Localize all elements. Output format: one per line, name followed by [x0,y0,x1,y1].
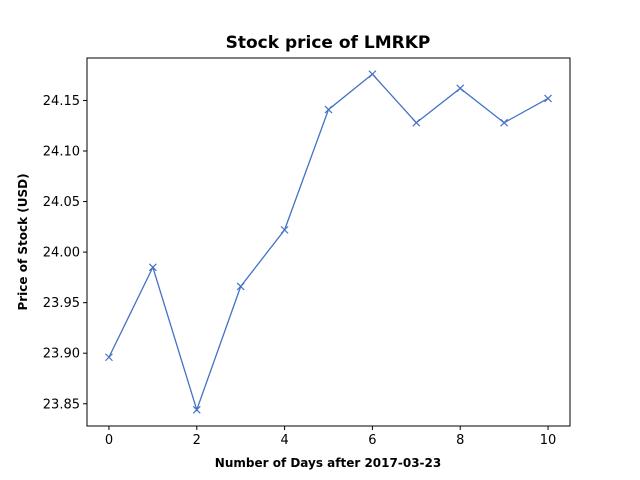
x-tick-label: 10 [540,433,557,448]
chart-title: Stock price of LMRKP [226,33,431,53]
y-tick-label: 24.00 [43,246,80,261]
y-axis: 23.85 23.90 23.95 24.00 24.05 24.10 24.15 [43,94,87,412]
y-axis-label: Price of Stock (USD) [16,173,30,310]
data-point-marker [324,105,333,114]
data-point-marker [280,225,289,234]
plot-area [86,57,571,427]
y-tick-label: 23.85 [43,397,80,412]
x-tick-label: 8 [456,433,464,448]
series-line [108,73,549,412]
x-axis-label: Number of Days after 2017-03-23 [215,456,441,470]
data-point-marker [236,282,245,291]
y-tick-label: 23.90 [43,347,80,362]
data-point-marker [500,118,509,127]
data-point-marker [412,118,421,127]
data-point-marker [368,70,377,79]
x-tick-label: 4 [280,433,288,448]
data-point-marker [544,94,552,103]
x-tick-label: 0 [105,433,113,448]
x-tick-label: 2 [193,433,201,448]
series-layer [105,70,552,414]
x-axis: 0 2 4 6 8 10 [105,426,557,448]
y-tick-label: 24.10 [43,145,80,160]
y-tick-label: 24.15 [43,94,80,109]
y-tick-label: 24.05 [43,195,80,210]
data-point-marker [105,353,113,362]
x-tick-label: 6 [368,433,376,448]
data-point-marker [192,405,201,414]
y-tick-label: 23.95 [43,296,80,311]
data-point-marker [456,84,465,93]
data-point-marker [148,263,157,272]
